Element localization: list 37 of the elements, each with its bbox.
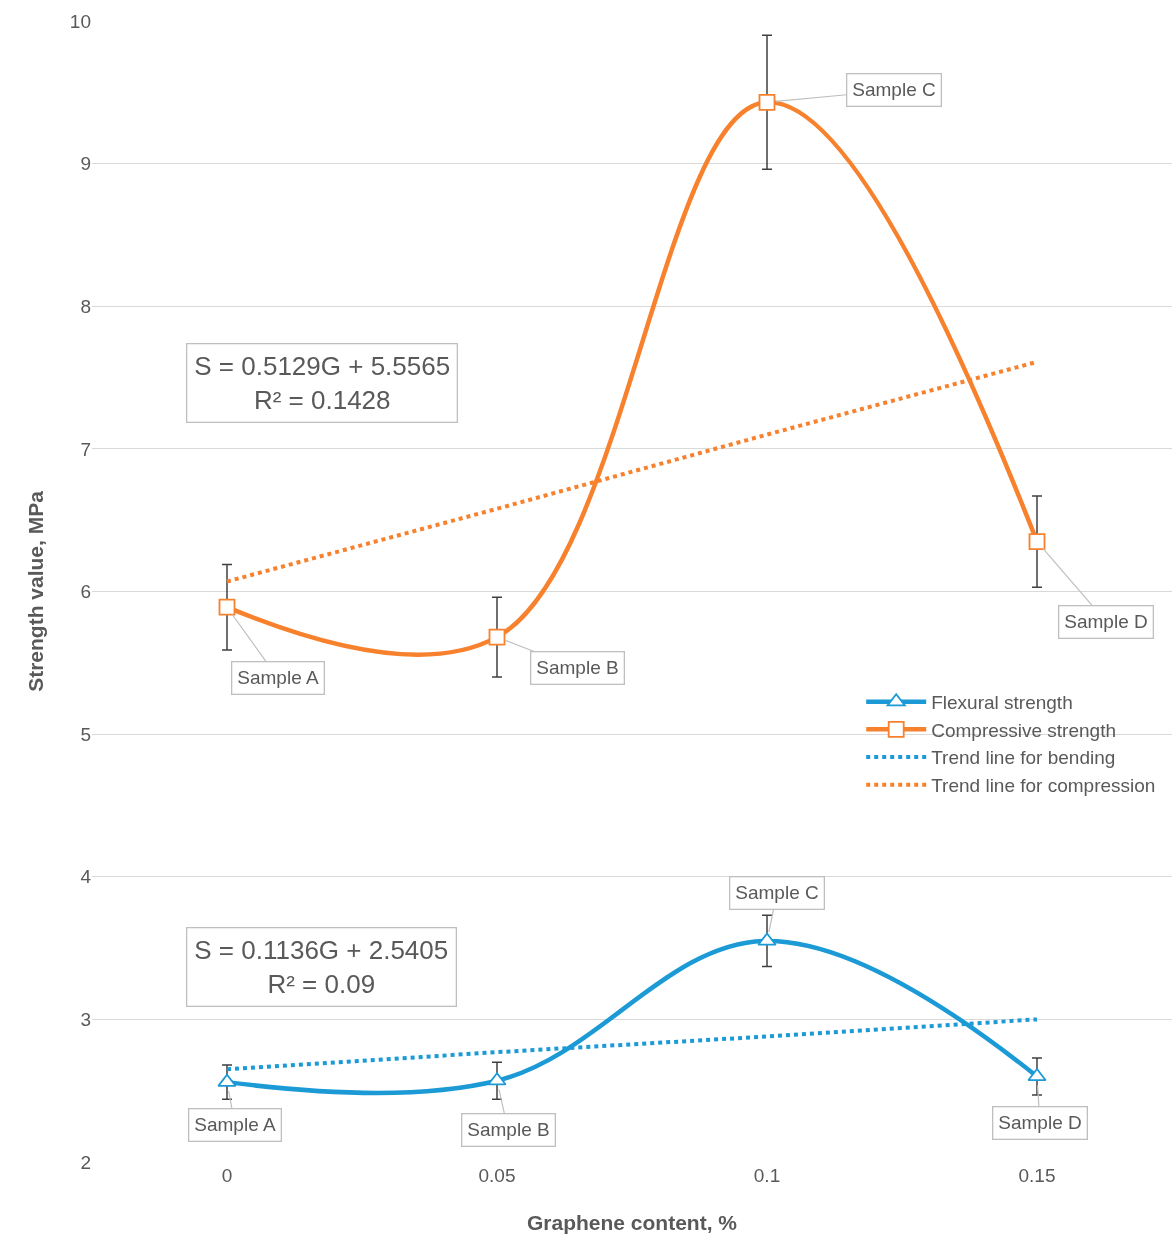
y-tick-label: 4 — [80, 866, 92, 888]
legend-label: Trend line for bending — [931, 747, 1116, 769]
y-tick-label: 9 — [80, 153, 91, 175]
point — [757, 932, 777, 946]
annotation: Sample C — [852, 79, 936, 101]
x-tick-label: 0 — [221, 1165, 233, 1186]
annotation: Sample D — [1064, 611, 1148, 633]
x-tick-label: 0.05 — [478, 1165, 516, 1186]
point — [218, 598, 236, 616]
annotation: Sample B — [467, 1119, 550, 1141]
point — [1027, 1068, 1047, 1082]
annotation: S = 0.5129G + 5.5565 R² = 0.1428 — [194, 351, 451, 416]
annotation: Sample D — [998, 1112, 1082, 1134]
x-axis-title: Graphene content, % — [526, 1211, 738, 1235]
legend-label: Compressive strength — [931, 719, 1116, 741]
point — [217, 1073, 237, 1087]
annotation: Sample B — [536, 657, 619, 679]
y-tick-label: 5 — [80, 723, 91, 745]
annotation: Sample C — [735, 882, 819, 904]
point — [487, 1072, 507, 1086]
point — [758, 93, 776, 111]
y-tick-label: 2 — [80, 1151, 91, 1173]
legend-label: Trend line for compression — [931, 775, 1156, 797]
y-tick-label: 8 — [80, 295, 91, 317]
y-tick-label: 6 — [80, 581, 91, 603]
y-axis-title: Strength value, MPa — [24, 490, 48, 692]
point — [488, 628, 506, 646]
y-tick-label: 3 — [80, 1009, 91, 1031]
annotation: S = 0.1136G + 2.5405 R² = 0.09 — [194, 935, 449, 1000]
x-tick-label: 0.15 — [1018, 1165, 1056, 1186]
y-tick-label: 10 — [69, 10, 91, 32]
annotation: Sample A — [237, 667, 319, 689]
legend-label: Flexural strength — [931, 692, 1073, 714]
y-tick-label: 7 — [80, 438, 91, 460]
point — [1028, 533, 1046, 550]
x-tick-label: 0.1 — [753, 1165, 781, 1186]
annotation: Sample A — [194, 1114, 276, 1136]
